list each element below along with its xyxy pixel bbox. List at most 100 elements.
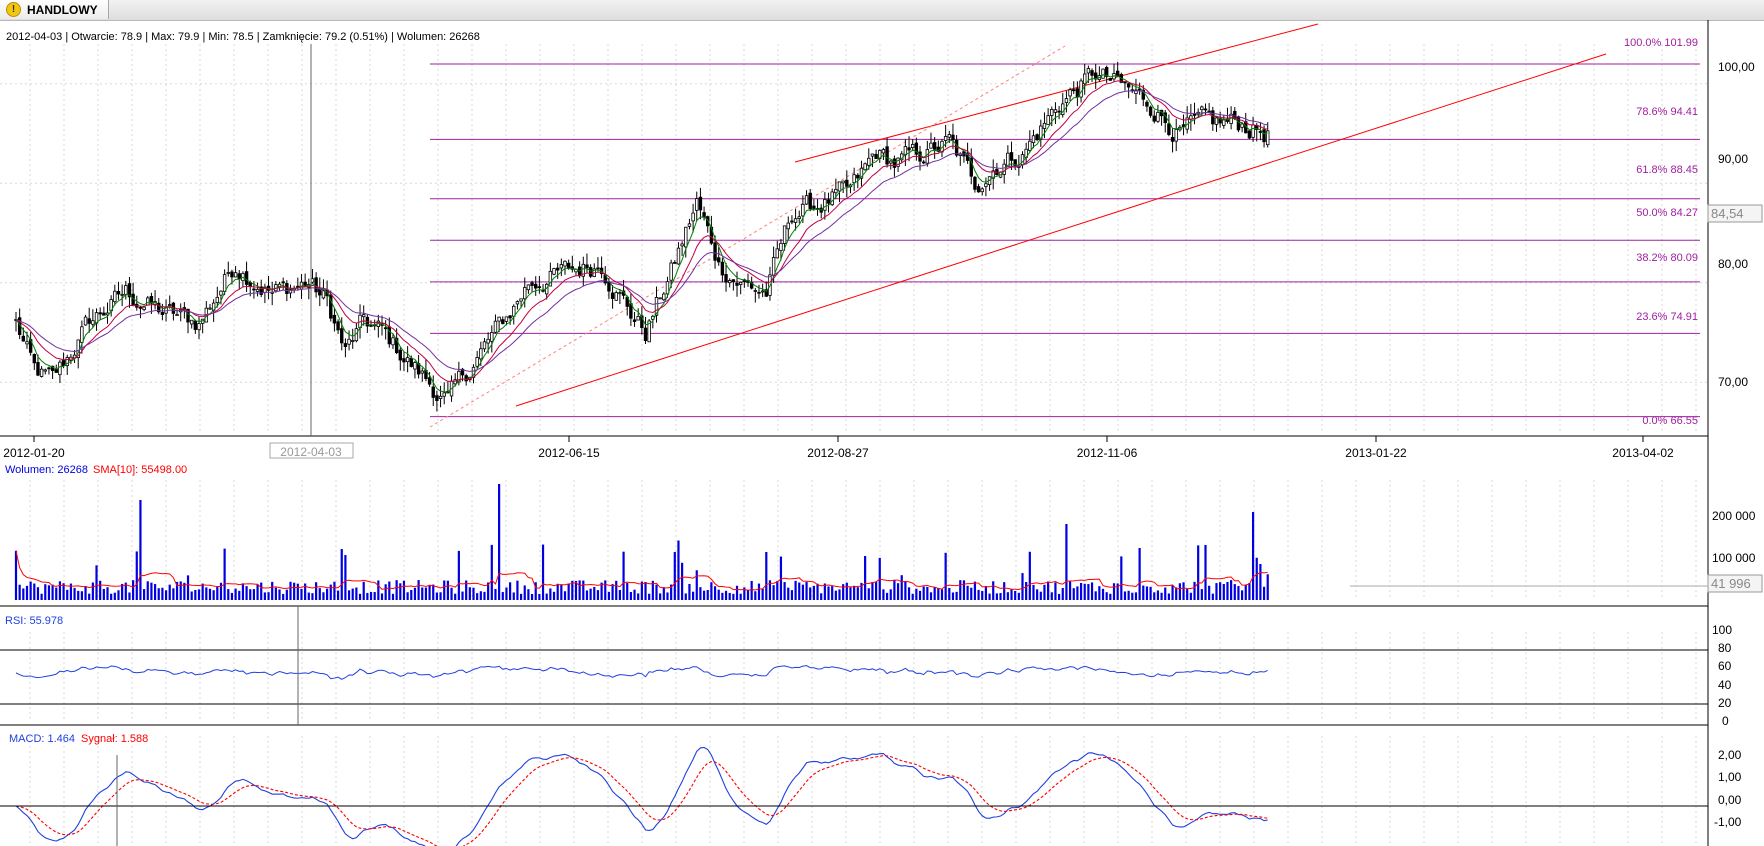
volume-bar — [121, 583, 124, 600]
volume-bar — [871, 581, 874, 600]
volume-bar — [278, 589, 281, 600]
candle-body — [347, 338, 351, 345]
candle-body — [1156, 111, 1160, 122]
rsi-tick-80: 80 — [1718, 641, 1732, 655]
candle-body — [318, 288, 322, 296]
volume-bar — [494, 588, 497, 600]
volume-bar — [1101, 588, 1105, 600]
volume-bar — [552, 591, 556, 600]
volume-bar — [812, 585, 815, 600]
volume-bar — [476, 593, 479, 600]
volume-bar — [1160, 592, 1163, 600]
volume-bar — [574, 580, 578, 600]
candle-body — [885, 146, 889, 165]
volume-bar — [14, 550, 18, 600]
warning-icon: ! — [6, 2, 21, 17]
volume-bar — [307, 592, 310, 600]
volume-bar — [505, 587, 508, 600]
volume-bar — [765, 552, 768, 600]
volume-bar — [1050, 592, 1053, 600]
candle-body — [146, 297, 150, 306]
volume-bar — [443, 580, 446, 600]
volume-bar — [567, 583, 570, 600]
volume-bar — [545, 593, 548, 600]
candle-body — [460, 368, 465, 376]
candle-body — [760, 290, 765, 293]
volume-label: Wolumen: 26268 — [5, 464, 88, 476]
candle-body — [958, 153, 962, 156]
volume-bar — [164, 590, 168, 600]
volume-bar — [256, 584, 259, 600]
volume-bar — [860, 582, 863, 600]
volume-bar — [589, 588, 592, 600]
candle-body — [1211, 110, 1215, 125]
candle-body — [36, 362, 40, 376]
candle-body — [973, 176, 977, 190]
volume-bar — [556, 583, 559, 600]
candle-body — [193, 320, 198, 330]
macd-tick-neg1: -1,00 — [1714, 815, 1742, 829]
volume-bar — [849, 587, 852, 600]
volume-bar — [168, 584, 171, 600]
candle-body — [643, 327, 648, 341]
volume-bar — [1237, 586, 1240, 600]
volume-bar — [1178, 583, 1181, 600]
volume-bar — [1006, 592, 1009, 600]
volume-bar — [25, 585, 29, 600]
candle-body — [80, 326, 84, 343]
candle-body — [361, 314, 366, 318]
volume-bar — [201, 583, 204, 600]
candle-body — [537, 286, 542, 289]
candle-body — [552, 268, 556, 275]
candle-body — [1126, 83, 1131, 88]
candle-body — [296, 285, 300, 288]
candle-body — [1262, 129, 1266, 143]
candle-body — [808, 192, 812, 210]
volume-bar — [161, 587, 164, 600]
volume-bar — [527, 589, 530, 600]
candle-body — [120, 293, 124, 296]
candle-body — [438, 395, 443, 399]
candle-body — [530, 282, 534, 286]
volume-bar — [845, 582, 848, 600]
candle-body — [453, 379, 457, 385]
volume-bar — [820, 593, 823, 600]
volume-bar — [1134, 592, 1138, 600]
candle-body — [244, 271, 249, 285]
candle-body — [669, 262, 673, 281]
x-tick-2012-08-27: 2012-08-27 — [807, 446, 869, 460]
volume-bar — [421, 587, 424, 600]
volume-bar — [940, 589, 944, 600]
candle-body — [1115, 70, 1120, 77]
candle-body — [336, 321, 340, 331]
candle-body — [1104, 67, 1109, 77]
ema-slow-line — [15, 90, 1268, 372]
candle-body — [98, 312, 102, 315]
volume-bar — [787, 587, 790, 600]
candle-body — [1086, 68, 1091, 74]
volume-bar — [1025, 581, 1028, 600]
candle-body — [215, 296, 219, 303]
volume-bar — [1090, 582, 1094, 600]
volume-bar — [153, 584, 157, 600]
candle-body — [845, 179, 849, 187]
candle-body — [1064, 98, 1069, 104]
x-tick-2013-04-02: 2013-04-02 — [1612, 446, 1674, 460]
candle-body — [775, 248, 779, 259]
volume-bar — [1010, 589, 1013, 600]
tab-handlowy[interactable]: ! HANDLOWY — [0, 0, 109, 19]
rsi-line — [15, 665, 1268, 680]
volume-bar — [139, 500, 142, 600]
candle-body — [230, 271, 234, 278]
candle-body — [826, 199, 831, 204]
candle-body — [43, 369, 47, 372]
candle-body — [834, 188, 838, 194]
chart-area[interactable]: 2012-04-03 | Otwarcie: 78.9 | Max: 79.9 … — [0, 20, 1764, 846]
volume-bar — [263, 592, 266, 600]
volume-bar — [399, 583, 402, 600]
candle-body — [1203, 108, 1208, 111]
candle-body — [1266, 130, 1270, 146]
volume-bar — [150, 582, 153, 600]
price-tick-100: 100,00 — [1718, 60, 1755, 74]
volume-bar — [962, 580, 966, 600]
